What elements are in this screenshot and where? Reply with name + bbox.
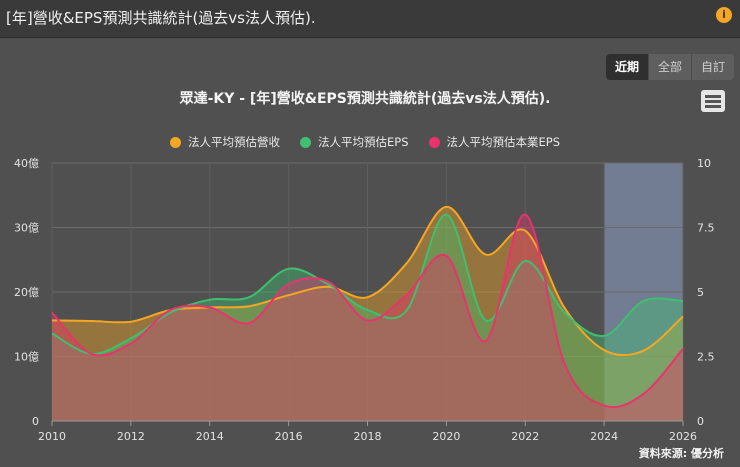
x-tick-label: 2020 bbox=[432, 430, 460, 443]
y-left-tick-label: 40億 bbox=[14, 157, 39, 170]
series-area-core-eps bbox=[52, 214, 683, 421]
range-button-recent[interactable]: 近期 bbox=[606, 54, 649, 80]
x-tick-label: 2026 bbox=[669, 430, 697, 443]
y-left-tick-label: 30億 bbox=[14, 222, 39, 235]
legend-dot-revenue bbox=[170, 136, 181, 148]
legend-dot-eps bbox=[300, 136, 311, 148]
series-line-eps bbox=[51, 213, 684, 355]
y-left-tick-label: 10億 bbox=[14, 351, 39, 364]
x-tick-label: 2014 bbox=[196, 430, 224, 443]
x-tick-label: 2010 bbox=[38, 430, 66, 443]
y-right-tick-label: 7.5 bbox=[697, 222, 715, 235]
page-title: [年]營收&EPS預測共識統計(過去vs法人預估). bbox=[6, 9, 316, 27]
y-right-tick-label: 0 bbox=[697, 415, 704, 428]
y-left-tick-label: 20億 bbox=[14, 286, 39, 299]
data-source-credit: 資料來源: 優分析 bbox=[638, 447, 724, 460]
y-left-tick-label: 0 bbox=[32, 415, 39, 428]
header-bar: [年]營收&EPS預測共識統計(過去vs法人預估). i bbox=[0, 0, 740, 38]
chart-legend: 法人平均預估營收 法人平均預估EPS 法人平均預估本業EPS bbox=[0, 134, 730, 150]
range-button-custom[interactable]: 自訂 bbox=[691, 54, 735, 80]
hamburger-menu-icon[interactable] bbox=[701, 90, 725, 112]
legend-label-eps: 法人平均預估EPS bbox=[318, 135, 409, 149]
legend-item-revenue[interactable]: 法人平均預估營收 bbox=[170, 134, 280, 150]
legend-item-core-eps[interactable]: 法人平均預估本業EPS bbox=[428, 134, 561, 150]
info-icon[interactable]: i bbox=[716, 7, 732, 23]
legend-item-eps[interactable]: 法人平均預估EPS bbox=[300, 134, 409, 150]
y-right-tick-label: 5 bbox=[697, 286, 704, 299]
y-right-tick-label: 2.5 bbox=[697, 351, 715, 364]
x-tick-label: 2018 bbox=[354, 430, 382, 443]
x-tick-label: 2016 bbox=[275, 430, 303, 443]
legend-label-revenue: 法人平均預估營收 bbox=[188, 135, 280, 149]
x-tick-label: 2012 bbox=[117, 430, 145, 443]
legend-dot-core-eps bbox=[428, 136, 440, 148]
x-tick-label: 2024 bbox=[590, 430, 618, 443]
series-line-core-eps bbox=[51, 213, 684, 409]
series-area-eps bbox=[52, 214, 683, 421]
x-tick-label: 2022 bbox=[511, 430, 539, 443]
range-button-all[interactable]: 全部 bbox=[648, 54, 692, 80]
range-button-group: 近期 全部 自訂 bbox=[606, 54, 735, 80]
legend-label-core-eps: 法人平均預估本業EPS bbox=[446, 135, 561, 149]
chart-title: 眾達-KY - [年]營收&EPS預測共識統計(過去vs法人預估). bbox=[179, 91, 551, 107]
y-right-tick-label: 10 bbox=[697, 157, 711, 170]
